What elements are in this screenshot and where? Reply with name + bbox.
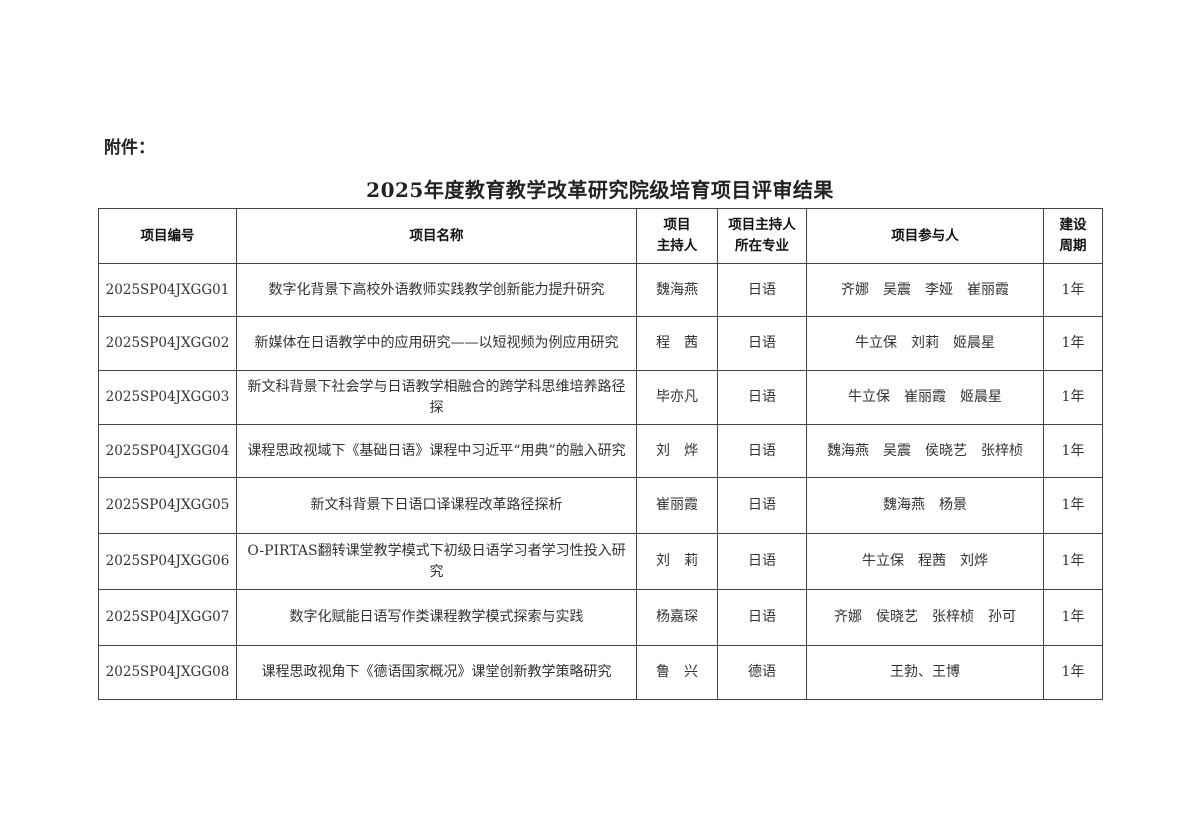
cell-leader: 杨嘉琛 [636,589,718,646]
cell-name: 新文科背景下社会学与日语教学相融合的跨学科思维培养路径探 [236,370,637,425]
cell-members: 魏海燕 吴震 侯晓艺 张梓桢 [806,424,1044,478]
cell-name: 新媒体在日语教学中的应用研究——以短视频为例应用研究 [236,316,637,371]
cell-code: 2025SP04JXGG02 [98,316,237,371]
cell-code: 2025SP04JXGG07 [98,589,237,646]
header-period: 建设 周期 [1043,208,1103,264]
table-row: 2025SP04JXGG01 数字化背景下高校外语教师实践教学创新能力提升研究 魏海… [98,263,1103,317]
cell-period: 1年 [1043,589,1103,646]
cell-period: 1年 [1043,316,1103,371]
cell-major: 日语 [717,316,807,371]
cell-period: 1年 [1043,645,1103,700]
cell-name: 数字化背景下高校外语教师实践教学创新能力提升研究 [236,263,637,317]
cell-major: 日语 [717,263,807,317]
cell-members: 牛立保 刘莉 姬晨星 [806,316,1044,371]
cell-leader: 刘 烨 [636,424,718,478]
cell-period: 1年 [1043,263,1103,317]
cell-members: 齐娜 侯晓艺 张梓桢 孙可 [806,589,1044,646]
cell-period: 1年 [1043,533,1103,590]
cell-period: 1年 [1043,424,1103,478]
cell-major: 日语 [717,589,807,646]
cell-code: 2025SP04JXGG05 [98,477,237,534]
cell-leader: 刘 莉 [636,533,718,590]
cell-major: 日语 [717,424,807,478]
cell-leader: 程 茜 [636,316,718,371]
cell-name: 课程思政视域下《基础日语》课程中习近平“用典”的融入研究 [236,424,637,478]
attachment-label: 附件： [104,138,155,158]
cell-major: 日语 [717,533,807,590]
table-row: 2025SP04JXGG03 新文科背景下社会学与日语教学相融合的跨学科思维培养路… [98,370,1103,425]
cell-major: 日语 [717,477,807,534]
cell-period: 1年 [1043,370,1103,425]
cell-code: 2025SP04JXGG03 [98,370,237,425]
cell-name: 新文科背景下日语口译课程改革路径探析 [236,477,637,534]
table-row: 2025SP04JXGG02 新媒体在日语教学中的应用研究——以短视频为例应用研究… [98,316,1103,371]
cell-name: O-PIRTAS翻转课堂教学模式下初级日语学习者学习性投入研究 [236,533,637,590]
cell-name: 课程思政视角下《德语国家概况》课堂创新教学策略研究 [236,645,637,700]
cell-code: 2025SP04JXGG08 [98,645,237,700]
cell-code: 2025SP04JXGG04 [98,424,237,478]
cell-major: 德语 [717,645,807,700]
table-row: 2025SP04JXGG07 数字化赋能日语写作类课程教学模式探索与实践 杨嘉琛 日语… [98,589,1103,646]
cell-code: 2025SP04JXGG06 [98,533,237,590]
header-leader: 项目 主持人 [636,208,718,264]
document-title: 2025年度教育教学改革研究院级培育项目评审结果 [366,178,834,202]
cell-leader: 鲁 兴 [636,645,718,700]
header-name: 项目名称 [236,208,637,264]
cell-major: 日语 [717,370,807,425]
cell-leader: 崔丽霞 [636,477,718,534]
header-major: 项目主持人 所在专业 [717,208,807,264]
cell-members: 齐娜 吴震 李娅 崔丽霞 [806,263,1044,317]
cell-members: 王勃、王博 [806,645,1044,700]
cell-leader: 毕亦凡 [636,370,718,425]
header-code: 项目编号 [98,208,237,264]
table-row: 2025SP04JXGG04 课程思政视域下《基础日语》课程中习近平“用典”的融入… [98,424,1103,478]
cell-leader: 魏海燕 [636,263,718,317]
cell-code: 2025SP04JXGG01 [98,263,237,317]
table-row: 2025SP04JXGG05 新文科背景下日语口译课程改革路径探析 崔丽霞 日语 魏海燕… [98,477,1103,534]
header-members: 项目参与人 [806,208,1044,264]
cell-members: 牛立保 程茜 刘烨 [806,533,1044,590]
table-header-row: 项目编号 项目名称 项目 主持人 项目主持人 所在专业 项目参与人 建设 周期 [98,208,1103,264]
cell-members: 魏海燕 杨景 [806,477,1044,534]
cell-name: 数字化赋能日语写作类课程教学模式探索与实践 [236,589,637,646]
cell-period: 1年 [1043,477,1103,534]
table-row: 2025SP04JXGG06 O-PIRTAS翻转课堂教学模式下初级日语学习者学习… [98,533,1103,590]
cell-members: 牛立保 崔丽霞 姬晨星 [806,370,1044,425]
table-row: 2025SP04JXGG08 课程思政视角下《德语国家概况》课堂创新教学策略研究鲁… [98,645,1103,700]
results-table: 项目编号 项目名称 项目 主持人 项目主持人 所在专业 项目参与人 建设 周期 … [98,208,1103,700]
